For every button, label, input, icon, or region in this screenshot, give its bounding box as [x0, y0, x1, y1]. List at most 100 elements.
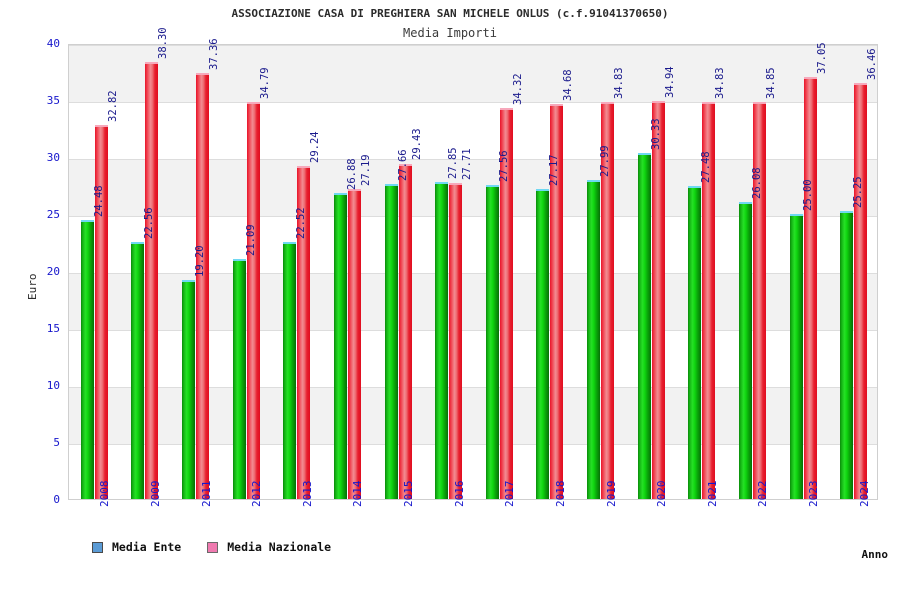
bar-cap	[587, 179, 601, 182]
value-label: 30.33	[649, 118, 662, 151]
value-label: 29.43	[410, 128, 423, 161]
gridline	[69, 273, 877, 274]
bar-cap	[94, 124, 108, 127]
bar-cap	[499, 107, 513, 110]
value-label: 29.24	[309, 131, 322, 163]
y-axis-title: Euro	[26, 273, 39, 301]
bar-media-ente-2012[interactable]	[232, 258, 246, 499]
value-label: 38.30	[157, 27, 170, 60]
bar-media-nazionale-2017[interactable]	[499, 107, 513, 499]
y-axis-tick-label: 25	[46, 208, 60, 221]
x-axis-tick-label: 2011	[199, 480, 213, 508]
bar-cap	[637, 153, 651, 156]
bar-cap	[485, 184, 499, 187]
legend-item-media-ente[interactable]: Media Ente	[92, 540, 181, 554]
bar-cap	[702, 101, 716, 104]
bar-media-ente-2023[interactable]	[789, 214, 803, 499]
value-label: 22.56	[143, 207, 156, 239]
y-axis-tick-label: 0	[53, 493, 60, 506]
gridline	[69, 387, 877, 388]
bar-cap	[232, 258, 246, 261]
bar-media-nazionale-2021[interactable]	[702, 101, 716, 499]
bar-cap	[550, 103, 564, 106]
bar-cap	[182, 280, 196, 283]
value-label: 27.48	[700, 151, 713, 183]
bar-media-nazionale-2014[interactable]	[347, 189, 361, 499]
bar-media-nazionale-2012[interactable]	[246, 102, 260, 499]
bar-media-nazionale-2022[interactable]	[752, 101, 766, 499]
value-label: 21.09	[244, 223, 257, 256]
bar-cap	[854, 83, 868, 86]
background-band	[69, 45, 877, 102]
bar-cap	[840, 211, 854, 214]
value-label: 34.94	[663, 66, 676, 98]
bar-cap	[789, 214, 803, 216]
bar-media-ente-2015[interactable]	[384, 183, 398, 499]
bar-cap	[384, 183, 398, 186]
bar-media-ente-2020[interactable]	[637, 153, 651, 499]
value-label: 34.83	[714, 67, 727, 99]
bar-cap	[145, 62, 159, 65]
x-axis-tick-label: 2013	[300, 480, 314, 508]
bar-media-nazionale-2009[interactable]	[145, 62, 159, 499]
bar-cap	[196, 73, 210, 76]
bar-media-nazionale-2020[interactable]	[651, 100, 665, 499]
value-label: 34.85	[764, 67, 777, 99]
bar-media-ente-2018[interactable]	[536, 189, 550, 499]
bar-media-ente-2022[interactable]	[738, 201, 752, 499]
bar-media-ente-2008[interactable]	[80, 219, 94, 499]
bar-media-ente-2009[interactable]	[131, 241, 145, 499]
bar-media-nazionale-2008[interactable]	[94, 124, 108, 499]
bar-media-ente-2024[interactable]	[840, 211, 854, 499]
y-axis-tick-label: 40	[46, 37, 60, 50]
bar-cap	[651, 100, 665, 103]
bar-media-ente-2014[interactable]	[333, 192, 347, 499]
bar-media-ente-2021[interactable]	[688, 185, 702, 499]
x-axis-tick-label: 2008	[98, 480, 112, 508]
value-label: 36.46	[866, 48, 879, 81]
bar-media-nazionale-2024[interactable]	[854, 83, 868, 499]
x-axis-tick-label: 2021	[705, 480, 719, 508]
bar-media-nazionale-2011[interactable]	[196, 73, 210, 499]
bar-cap	[297, 165, 311, 168]
y-axis-tick-label: 30	[46, 151, 60, 164]
bar-media-ente-2016[interactable]	[435, 181, 449, 499]
value-label: 26.08	[750, 167, 763, 199]
bar-media-nazionale-2015[interactable]	[398, 163, 412, 499]
legend-label-media-nazionale: Media Nazionale	[227, 540, 332, 554]
bar-media-nazionale-2019[interactable]	[601, 101, 615, 499]
bar-cap	[536, 189, 550, 192]
bar-cap	[449, 183, 463, 186]
gridline	[69, 102, 877, 103]
x-axis-tick-label: 2017	[503, 480, 517, 508]
value-label: 19.20	[194, 245, 207, 278]
bar-media-nazionale-2023[interactable]	[803, 76, 817, 499]
y-axis-tick-label: 5	[53, 436, 60, 449]
y-axis-tick-label: 10	[46, 379, 60, 392]
value-label: 37.36	[208, 38, 221, 71]
bar-media-ente-2017[interactable]	[485, 184, 499, 499]
gridline	[69, 330, 877, 331]
value-label: 27.66	[396, 149, 409, 181]
bar-media-nazionale-2018[interactable]	[550, 103, 564, 499]
value-label: 37.05	[815, 42, 828, 74]
bar-cap	[283, 242, 297, 245]
bar-media-ente-2011[interactable]	[182, 280, 196, 499]
bar-media-nazionale-2016[interactable]	[449, 183, 463, 499]
x-axis-tick-label: 2020	[655, 480, 669, 508]
legend-item-media-nazionale[interactable]: Media Nazionale	[207, 540, 331, 554]
bar-media-ente-2013[interactable]	[283, 242, 297, 499]
value-label: 27.85	[447, 146, 460, 179]
value-label: 27.19	[359, 154, 372, 187]
value-label: 27.71	[461, 148, 474, 181]
chart-subtitle: Media Importi	[403, 26, 497, 40]
bar-media-ente-2019[interactable]	[587, 179, 601, 499]
gridline	[69, 159, 877, 160]
bar-cap	[347, 189, 361, 192]
value-label: 25.25	[852, 176, 865, 209]
bar-cap	[738, 201, 752, 204]
value-label: 27.99	[599, 145, 612, 177]
bar-cap	[752, 101, 766, 104]
bar-media-nazionale-2013[interactable]	[297, 165, 311, 499]
